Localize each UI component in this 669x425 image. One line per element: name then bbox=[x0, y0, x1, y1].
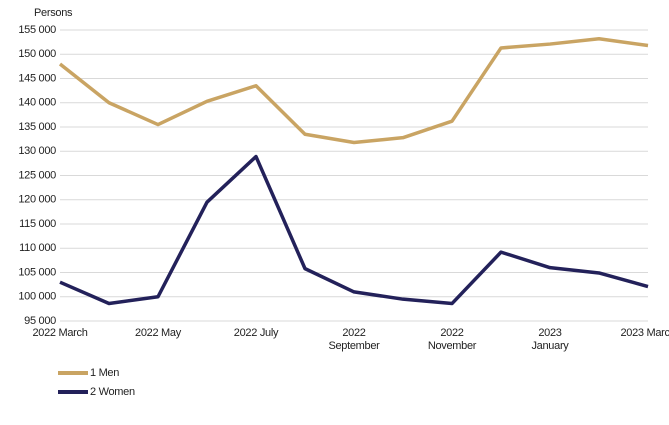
x-tick-label: 2022 July bbox=[234, 327, 279, 339]
y-tick-label: 150 000 bbox=[18, 48, 56, 60]
x-tick-label: 2022 September bbox=[328, 327, 380, 352]
y-tick-label: 145 000 bbox=[18, 72, 56, 84]
y-tick-label: 95 000 bbox=[24, 315, 56, 327]
y-tick-label: 120 000 bbox=[18, 194, 56, 206]
y-tick-label: 140 000 bbox=[18, 97, 56, 109]
y-tick-label: 115 000 bbox=[19, 218, 56, 230]
y-tick-label: 100 000 bbox=[18, 291, 56, 303]
series-line bbox=[58, 36, 649, 145]
y-tick-label: 130 000 bbox=[18, 145, 56, 157]
x-tick-label: 2023 January bbox=[531, 327, 569, 352]
y-tick-label: 110 000 bbox=[19, 242, 56, 254]
y-tick-label: 155 000 bbox=[18, 24, 56, 36]
x-tick-label: 2022 November bbox=[428, 327, 477, 352]
y-tick-label: 135 000 bbox=[18, 121, 56, 133]
y-tick-label: 125 000 bbox=[18, 169, 56, 181]
legend-label: 2 Women bbox=[90, 386, 135, 398]
x-tick-label: 2022 May bbox=[135, 327, 182, 339]
x-tick-label: 2023 March bbox=[620, 327, 669, 339]
x-tick-label: 2022 March bbox=[32, 327, 87, 339]
y-axis-label: Persons bbox=[34, 7, 73, 19]
legend-label: 1 Men bbox=[90, 367, 119, 379]
y-tick-label: 105 000 bbox=[18, 266, 56, 278]
series-line bbox=[59, 154, 649, 306]
